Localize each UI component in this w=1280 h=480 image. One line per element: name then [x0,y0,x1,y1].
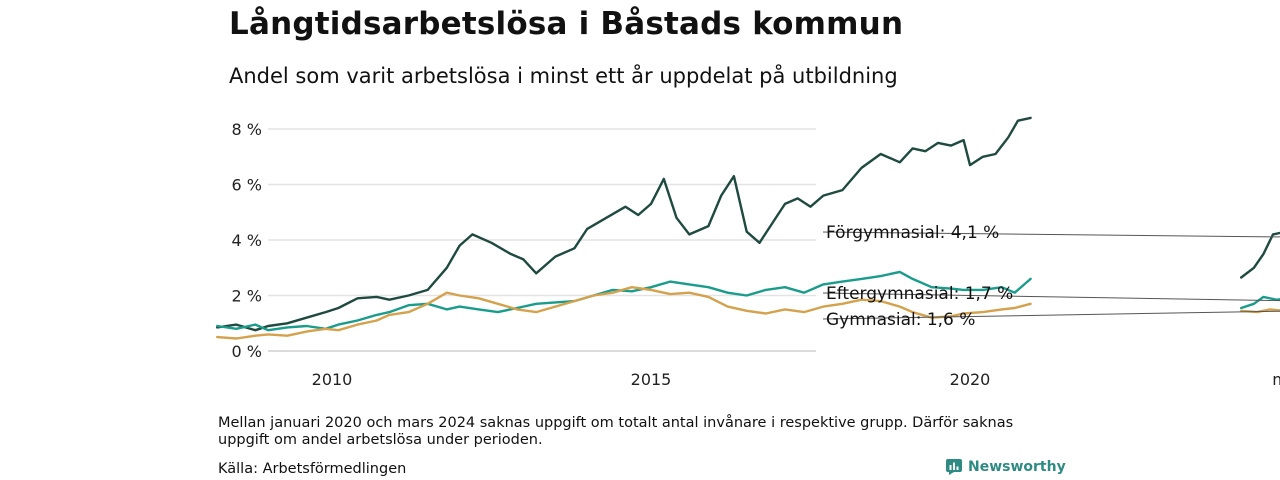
brand-logo: Newsworthy [946,459,1066,475]
y-tick-label: 4 % [232,231,262,250]
y-tick-label: 6 % [232,176,262,195]
series-lines [216,116,1280,340]
x-tick-label: 2015 [631,370,672,389]
y-tick-label: 2 % [232,287,262,306]
label-connector [822,310,1280,320]
x-axis-ticks: 2010 2015 2020 maj 2025 [312,370,1280,389]
series-line-gymnasial [216,286,1032,340]
series-line-eftergymnasial [1240,295,1280,310]
source-text: Källa: Arbetsförmedlingen [218,461,407,477]
footnote: Mellan januari 2020 och mars 2024 saknas… [218,415,1014,448]
x-tick-label: maj 2025 [1272,370,1280,389]
chart-title: Långtidsarbetslösa i Båstads kommun [229,6,904,42]
brand-name: Newsworthy [968,459,1066,475]
series-end-label: Eftergymnasial: 1,7 % [826,284,1013,304]
series-end-labels: Förgymnasial: 4,1 % Eftergymnasial: 1,7 %… [822,223,1280,330]
x-tick-label: 2020 [950,370,991,389]
chart-subtitle: Andel som varit arbetslösa i minst ett å… [229,64,898,88]
grid-lines [268,128,816,352]
series-line-förgymnasial [216,116,1032,332]
series-end-label: Förgymnasial: 4,1 % [826,223,999,243]
y-tick-label: 8 % [232,120,262,139]
label-connector [822,292,1280,302]
y-tick-label: 0 % [232,342,262,361]
series-line-förgymnasial [1240,231,1280,279]
label-connector [822,231,1280,238]
newsworthy-icon [946,459,962,475]
y-axis-ticks: 0 % 2 % 4 % 6 % 8 % [232,120,262,361]
series-end-label: Gymnasial: 1,6 % [826,310,975,330]
x-tick-label: 2010 [312,370,353,389]
